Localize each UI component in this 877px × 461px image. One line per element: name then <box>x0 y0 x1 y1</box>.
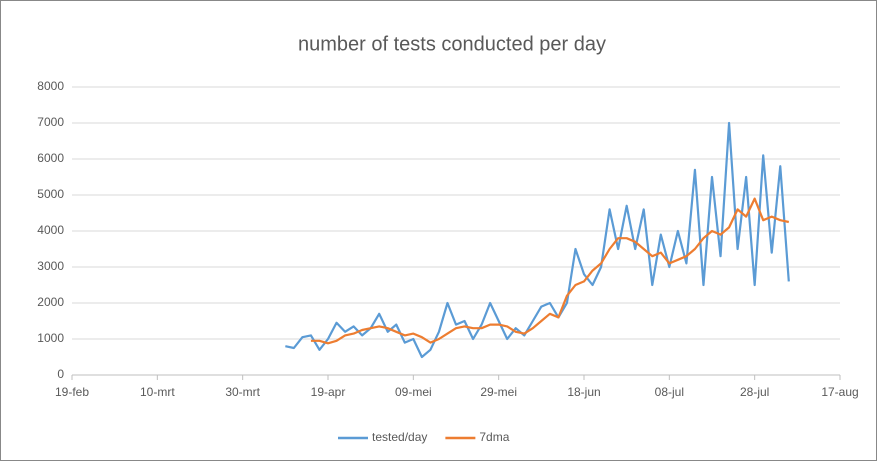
x-tick-label: 17-aug <box>821 385 858 399</box>
x-tick-label: 18-jun <box>567 385 600 399</box>
y-tick-label: 8000 <box>37 79 64 93</box>
y-tick-label: 1000 <box>37 331 64 345</box>
y-tick-label: 5000 <box>37 187 64 201</box>
y-tick-label: 0 <box>57 367 64 381</box>
x-tick-label: 08-jul <box>655 385 684 399</box>
x-tick-label: 09-mei <box>395 385 432 399</box>
x-tick-label: 28-jul <box>740 385 769 399</box>
x-tick-label: 30-mrt <box>225 385 260 399</box>
x-tick-label: 29-mei <box>480 385 517 399</box>
y-tick-label: 6000 <box>37 151 64 165</box>
chart-title: number of tests conducted per day <box>298 33 606 55</box>
y-tick-label: 3000 <box>37 259 64 273</box>
legend-label: tested/day <box>372 430 427 444</box>
y-tick-label: 2000 <box>37 295 64 309</box>
series-line <box>310 197 790 345</box>
x-tick-label: 19-apr <box>311 385 346 399</box>
y-tick-label: 7000 <box>37 115 64 129</box>
y-tick-label: 4000 <box>37 223 64 237</box>
x-tick-label: 19-feb <box>55 385 89 399</box>
x-tick-label: 10-mrt <box>140 385 175 399</box>
legend-label: 7dma <box>479 430 509 444</box>
